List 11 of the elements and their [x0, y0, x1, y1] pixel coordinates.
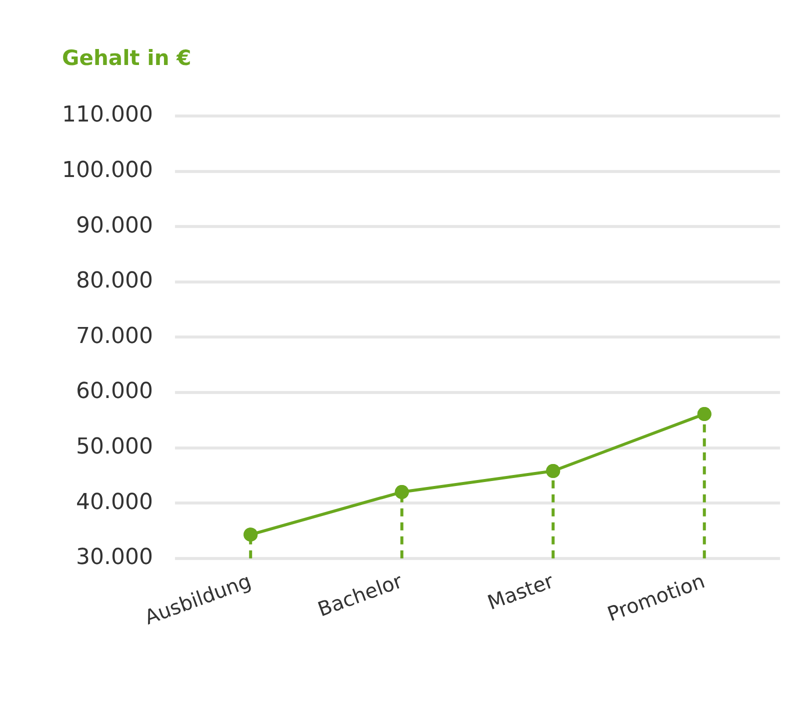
y-axis-title: Gehalt in € — [62, 46, 192, 70]
y-tick-label: 50.000 — [76, 434, 153, 460]
y-tick-label: 60.000 — [76, 379, 153, 404]
y-tick-label: 70.000 — [76, 324, 153, 349]
y-tick-label: 40.000 — [76, 490, 153, 515]
y-tick-label: 100.000 — [62, 158, 153, 184]
y-tick-label: 90.000 — [76, 213, 153, 238]
y-tick-label: 110.000 — [62, 102, 153, 128]
y-tick-label: 30.000 — [76, 545, 153, 570]
y-tick-label: 80.000 — [76, 268, 153, 294]
x-tick-label: Master — [484, 568, 558, 615]
